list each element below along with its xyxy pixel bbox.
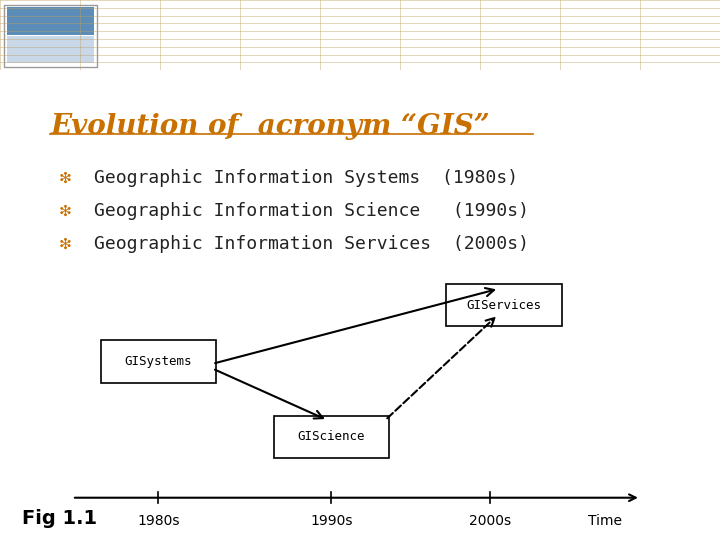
Text: ❇: ❇ <box>58 171 71 186</box>
Text: Geographic Information Science   (1990s): Geographic Information Science (1990s) <box>94 202 528 220</box>
Text: GISystems: GISystems <box>125 355 192 368</box>
Text: 1990s: 1990s <box>310 514 353 528</box>
Text: Evolution of  acronym “GIS”: Evolution of acronym “GIS” <box>50 112 490 139</box>
Text: 2000s: 2000s <box>469 514 510 528</box>
Text: ❇: ❇ <box>58 204 71 219</box>
Text: ❇: ❇ <box>58 237 71 252</box>
Text: 1980s: 1980s <box>137 514 180 528</box>
FancyBboxPatch shape <box>446 284 562 326</box>
FancyBboxPatch shape <box>4 4 97 67</box>
Text: GIScience: GIScience <box>297 430 365 443</box>
FancyBboxPatch shape <box>101 340 216 383</box>
Text: GIServices: GIServices <box>467 299 541 312</box>
FancyBboxPatch shape <box>274 415 389 458</box>
Text: Geographic Information Systems  (1980s): Geographic Information Systems (1980s) <box>94 169 518 187</box>
Text: Time: Time <box>588 514 622 528</box>
Text: Fig 1.1: Fig 1.1 <box>22 509 96 528</box>
Text: Geographic Information Services  (2000s): Geographic Information Services (2000s) <box>94 235 528 253</box>
FancyBboxPatch shape <box>7 7 94 35</box>
FancyBboxPatch shape <box>7 36 94 63</box>
